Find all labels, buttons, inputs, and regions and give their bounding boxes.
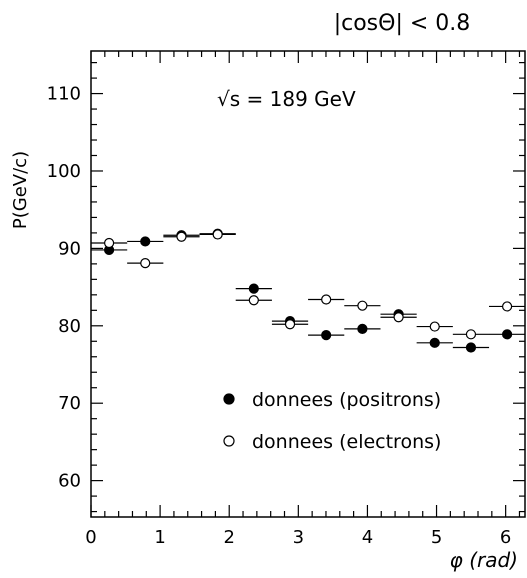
electron-point	[248, 295, 259, 306]
electron-point	[502, 301, 513, 312]
x-tick-label: 1	[154, 527, 165, 548]
electron-point	[212, 229, 223, 240]
electron-point	[429, 321, 440, 332]
energy-annotation: √s = 189 GeV	[217, 87, 356, 111]
y-tick-label: 80	[58, 316, 81, 337]
x-tick-label: 2	[223, 527, 234, 548]
electron-point	[284, 319, 296, 330]
electron-point	[393, 312, 404, 323]
positron-point	[248, 283, 259, 294]
plot-area: 0 1 2 3 4 5 6 60 70 80 90 100 110 donnees (positrons)…	[47, 51, 525, 548]
y-tick-label: 90	[58, 238, 81, 259]
legend-positron-label: donnees (positrons)	[252, 389, 441, 411]
electron-point	[357, 300, 368, 311]
y-tick-label: 100	[47, 161, 81, 182]
positron-point	[502, 329, 513, 340]
x-tick-label: 6	[500, 527, 511, 548]
electron-point	[104, 237, 115, 249]
positron-point	[357, 323, 368, 334]
x-tick-label: 5	[431, 527, 442, 548]
y-tick-label: 110	[47, 84, 81, 105]
legend-electron-label: donnees (electrons)	[252, 431, 441, 453]
y-tick-label: 70	[58, 393, 81, 414]
positron-point	[465, 342, 477, 353]
positron-point	[140, 236, 151, 247]
chart-title: |cosΘ| < 0.8	[334, 11, 471, 36]
y-tick-label: 60	[58, 471, 81, 492]
x-axis-label: φ (rad)	[450, 548, 518, 572]
electron-point	[465, 329, 477, 340]
positron-point	[429, 337, 440, 348]
y-axis-label: P(GeV/c)	[10, 151, 31, 229]
plot-frame	[90, 50, 526, 518]
x-tick-label: 3	[293, 527, 304, 548]
x-tick-label: 0	[85, 527, 96, 548]
legend-electron-marker	[223, 435, 235, 447]
electron-point	[321, 294, 332, 305]
electron-point	[176, 231, 187, 242]
electron-point	[140, 257, 151, 269]
x-tick-label: 4	[362, 527, 373, 548]
positron-point	[321, 329, 332, 341]
legend-positron-marker	[223, 393, 235, 405]
